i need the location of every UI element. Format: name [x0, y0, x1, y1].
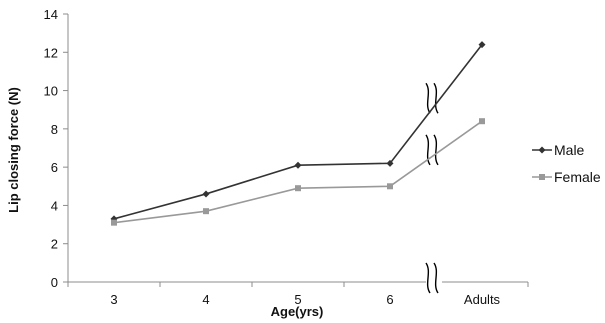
- legend-marker: [538, 146, 546, 154]
- break-mark: [433, 82, 439, 114]
- y-tick-label: 2: [51, 237, 58, 252]
- y-tick-label: 10: [44, 84, 58, 99]
- break-mark: [433, 134, 439, 166]
- series-line: [113, 44, 483, 220]
- data-point: [202, 190, 210, 198]
- x-tick-label: 5: [294, 292, 301, 307]
- break-gap: [426, 262, 442, 294]
- x-tick-label: Adults: [464, 292, 501, 307]
- y-tick-label: 6: [51, 160, 58, 175]
- data-point: [386, 159, 394, 167]
- legend-item-male: Male: [532, 142, 585, 158]
- y-tick-label: 12: [44, 45, 58, 60]
- axis-breaks: [425, 82, 442, 294]
- legend-label: Male: [554, 142, 585, 158]
- axes: 0 2 4 6 8 10 12 14 3 4 5 6 Adults: [44, 7, 529, 307]
- legend: Male Female: [532, 142, 601, 185]
- data-point: [479, 118, 485, 125]
- data-point: [295, 185, 301, 192]
- data-point: [294, 161, 302, 169]
- x-tick-label: 6: [386, 292, 393, 307]
- break-mark: [425, 134, 431, 166]
- series-female: [111, 118, 485, 226]
- break-mark: [425, 82, 431, 114]
- legend-label: Female: [554, 169, 601, 185]
- y-tick-label: 0: [51, 275, 58, 290]
- legend-marker: [539, 174, 545, 180]
- data-point: [203, 208, 209, 215]
- break-mark: [433, 262, 439, 294]
- y-tick-label: 4: [51, 198, 58, 213]
- x-tick-label: 3: [110, 292, 117, 307]
- legend-item-female: Female: [532, 169, 601, 185]
- break-mark: [425, 262, 431, 294]
- series-layer: [110, 41, 486, 226]
- x-tick-label: 4: [202, 292, 209, 307]
- x-axis-title: Age(yrs): [271, 304, 324, 319]
- y-axis-title: Lip closing force (N): [6, 87, 21, 213]
- series-male: [110, 41, 486, 223]
- y-tick-label: 8: [51, 122, 58, 137]
- y-tick-label: 14: [44, 7, 58, 22]
- data-point: [111, 219, 117, 226]
- data-point: [387, 183, 393, 190]
- data-point: [478, 41, 486, 49]
- break-gap: [426, 82, 442, 115]
